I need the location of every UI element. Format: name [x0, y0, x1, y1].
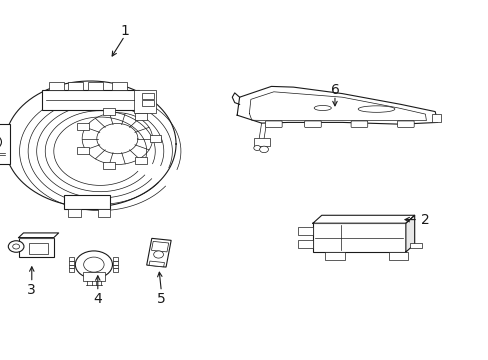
Bar — [77, 147, 89, 154]
Bar — [19, 238, 54, 257]
Bar — [149, 135, 161, 142]
Polygon shape — [405, 215, 414, 252]
Bar — [0, 124, 10, 164]
Bar — [63, 195, 110, 209]
Bar — [68, 209, 81, 217]
FancyBboxPatch shape — [304, 121, 321, 127]
Bar — [254, 138, 269, 146]
Text: 6: 6 — [330, 83, 339, 97]
Bar — [135, 113, 146, 120]
Text: 1: 1 — [120, 24, 129, 37]
Bar — [69, 261, 74, 265]
Bar — [69, 257, 74, 261]
Bar — [134, 90, 156, 113]
Bar — [325, 252, 344, 260]
Bar — [41, 90, 139, 110]
Circle shape — [13, 244, 20, 249]
Ellipse shape — [357, 106, 394, 112]
Bar — [146, 238, 171, 267]
Bar — [77, 123, 89, 130]
Bar — [388, 252, 407, 260]
Circle shape — [83, 257, 104, 272]
Bar — [312, 223, 405, 252]
Bar — [112, 82, 127, 90]
Bar — [98, 209, 110, 217]
Bar — [151, 242, 168, 252]
Bar — [103, 162, 115, 170]
Bar — [49, 82, 63, 90]
FancyBboxPatch shape — [350, 121, 367, 127]
Bar — [298, 240, 312, 248]
Bar — [69, 265, 74, 268]
Bar — [69, 268, 74, 272]
Text: 2: 2 — [420, 213, 429, 226]
Bar — [29, 243, 48, 254]
Bar — [409, 243, 421, 248]
Text: 5: 5 — [157, 292, 165, 306]
Bar — [113, 268, 118, 272]
FancyBboxPatch shape — [265, 121, 282, 127]
Ellipse shape — [313, 105, 331, 111]
Bar — [431, 114, 440, 122]
Circle shape — [8, 241, 24, 252]
Bar — [135, 157, 146, 164]
Circle shape — [253, 145, 260, 150]
Bar — [68, 82, 83, 90]
Text: 3: 3 — [27, 283, 36, 297]
Polygon shape — [312, 215, 414, 223]
Polygon shape — [19, 233, 59, 238]
Bar — [142, 100, 154, 106]
Bar — [113, 265, 118, 268]
Circle shape — [0, 134, 1, 150]
Bar — [298, 227, 312, 235]
FancyBboxPatch shape — [397, 121, 413, 127]
Circle shape — [259, 146, 268, 153]
Bar — [113, 261, 118, 265]
Circle shape — [75, 251, 112, 278]
Polygon shape — [237, 86, 437, 124]
Bar — [83, 272, 104, 281]
Circle shape — [153, 251, 163, 258]
Text: 4: 4 — [93, 292, 102, 306]
Bar — [88, 82, 102, 90]
Bar — [103, 108, 115, 115]
Bar — [113, 257, 118, 261]
Bar — [142, 93, 154, 99]
Bar — [149, 261, 164, 267]
